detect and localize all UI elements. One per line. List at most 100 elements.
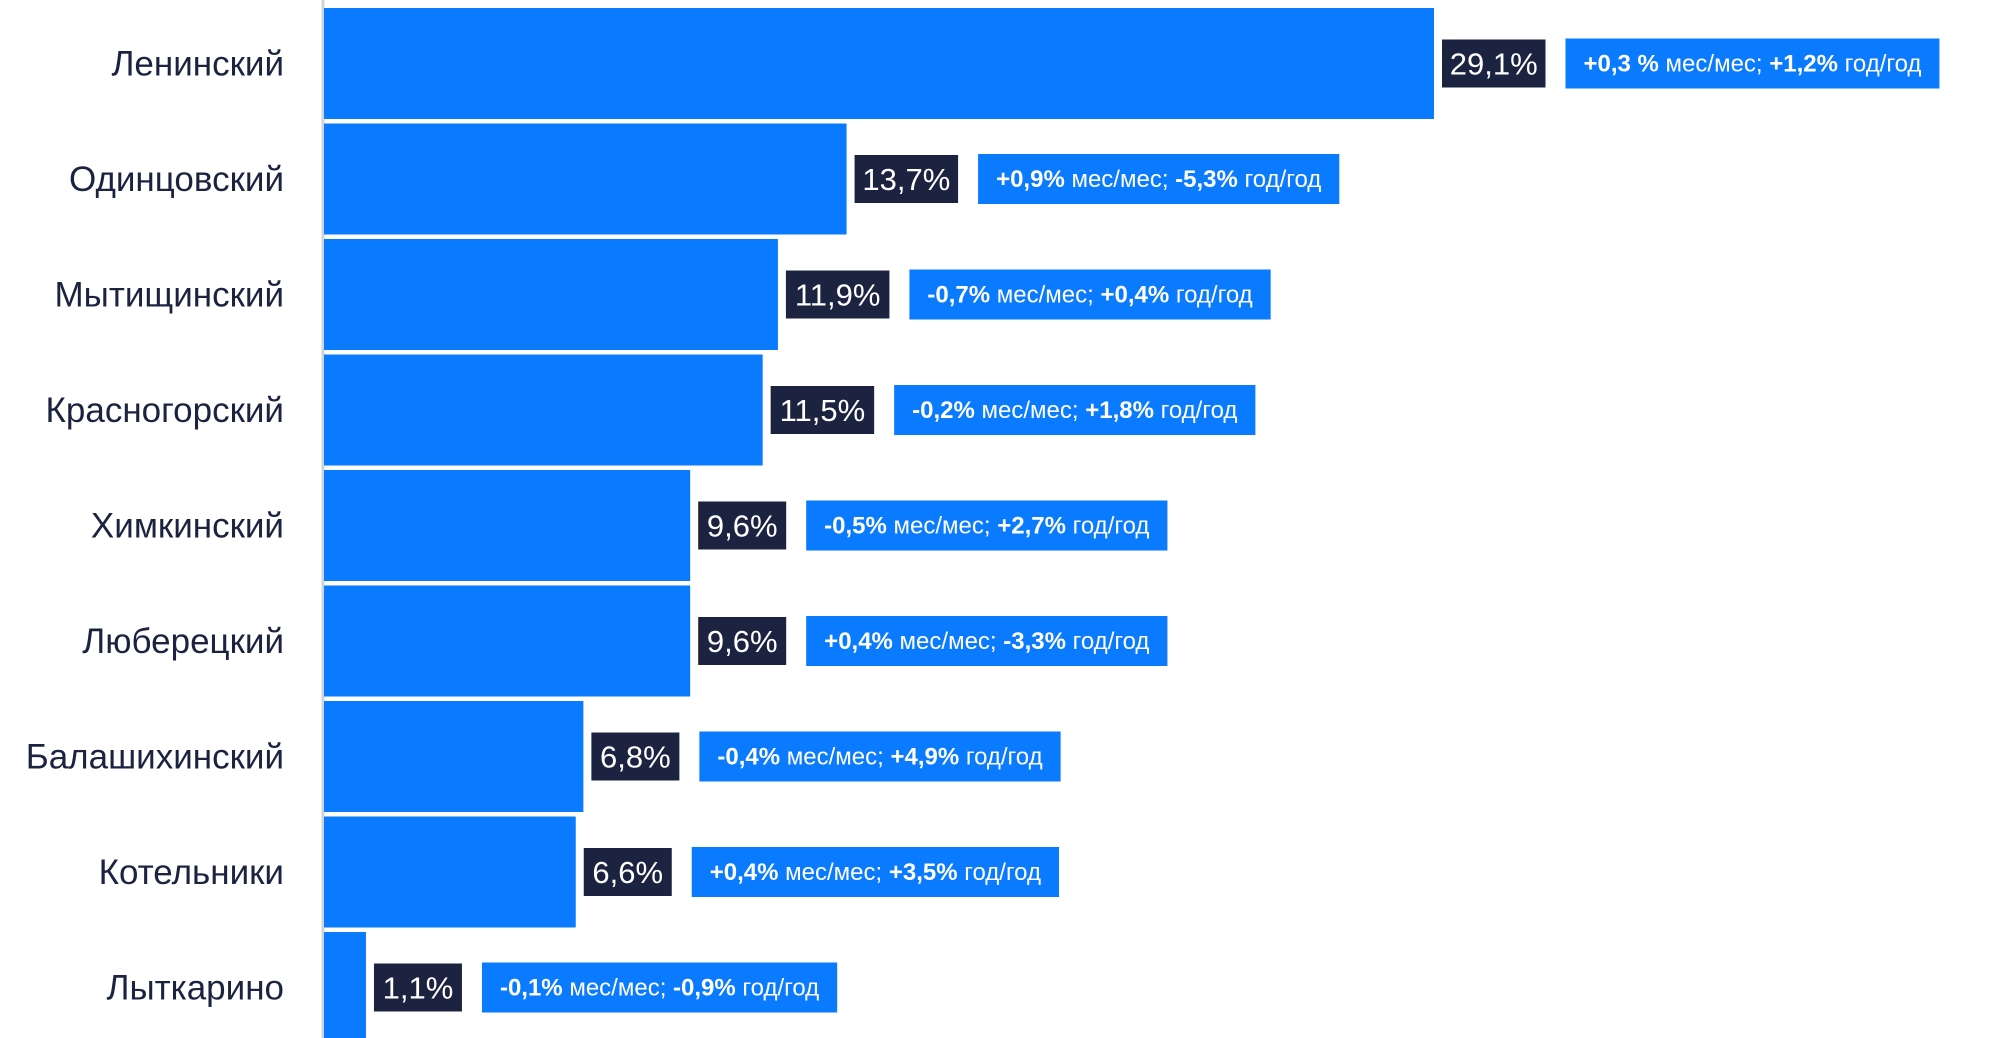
change-yoy: +1,2% xyxy=(1769,51,1838,78)
change-yoy: +1,8% xyxy=(1085,397,1154,424)
change-mom-unit: мес/мес; xyxy=(563,975,673,1002)
bar-row: Мытищинский 11,9% -0,7% мес/мес; +0,4% год… xyxy=(55,239,1271,350)
value-label: 29,1% xyxy=(1450,47,1538,82)
change-yoy-unit: год/год xyxy=(1169,282,1252,309)
change-yoy-unit: год/год xyxy=(1066,513,1149,540)
bar-row: Котельники 6,6% +0,4% мес/мес; +3,5% год/г… xyxy=(99,816,1060,928)
bar-row: Химкинский 9,6% -0,5% мес/мес; +2,7% год/г… xyxy=(91,470,1168,581)
change-mom-unit: мес/мес; xyxy=(975,397,1085,424)
change-mom: -0,4% xyxy=(717,744,780,771)
bar-row: Красногорский 11,5% -0,2% мес/мес; +1,8% г… xyxy=(46,354,1256,466)
change-yoy-unit: год/год xyxy=(1238,166,1321,193)
category-label: Ленинский xyxy=(111,45,284,84)
change-annotation-box xyxy=(699,731,1061,782)
category-label: Люберецкий xyxy=(82,622,284,661)
category-label: Одинцовский xyxy=(69,160,284,199)
value-label-box xyxy=(583,848,672,896)
change-mom-unit: мес/мес; xyxy=(893,628,1003,655)
change-annotation: -0,4% мес/мес; +4,9% год/год xyxy=(717,744,1042,771)
category-label: Лыткарино xyxy=(106,969,284,1008)
value-label-box xyxy=(1442,39,1546,88)
change-yoy: -0,9% xyxy=(673,975,736,1002)
change-annotation: +0,9% мес/мес; -5,3% год/год xyxy=(996,166,1321,193)
change-mom: +0,4% xyxy=(710,859,779,886)
value-label-box xyxy=(698,501,787,550)
change-mom: +0,9% xyxy=(996,166,1065,193)
change-annotation-box xyxy=(894,385,1256,435)
change-mom-unit: мес/мес; xyxy=(1659,51,1769,78)
change-yoy: +4,9% xyxy=(890,744,959,771)
change-annotation: +0,3 % мес/мес; +1,2% год/год xyxy=(1584,51,1922,78)
change-yoy-unit: год/год xyxy=(1066,628,1149,655)
value-label: 11,5% xyxy=(780,393,866,428)
value-label: 1,1% xyxy=(383,971,454,1006)
change-mom: +0,4% xyxy=(824,628,893,655)
category-label: Красногорский xyxy=(46,391,284,430)
bar-row: Балашихинский 6,8% -0,4% мес/мес; +4,9% го… xyxy=(26,701,1061,812)
bar xyxy=(324,932,366,1038)
change-annotation: -0,5% мес/мес; +2,7% год/год xyxy=(824,513,1149,540)
value-label: 9,6% xyxy=(707,624,778,659)
category-label: Балашихинский xyxy=(26,738,284,777)
bar-row: Лыткарино 1,1% -0,1% мес/мес; -0,9% год/го… xyxy=(106,932,838,1038)
bar xyxy=(324,239,778,350)
value-label-box xyxy=(591,732,680,781)
value-label: 6,8% xyxy=(600,740,671,775)
value-label: 9,6% xyxy=(707,509,778,544)
value-label-box xyxy=(785,270,890,319)
change-annotation-box xyxy=(978,154,1340,204)
change-yoy: -3,3% xyxy=(1003,628,1066,655)
change-annotation-box xyxy=(806,500,1168,551)
bar-row: Одинцовский 13,7% +0,9% мес/мес; -5,3% год… xyxy=(69,123,1340,235)
change-yoy-unit: год/год xyxy=(1154,397,1237,424)
value-label-box xyxy=(373,963,462,1012)
value-label-box xyxy=(770,386,875,434)
change-yoy: +3,5% xyxy=(889,859,958,886)
change-annotation: -0,2% мес/мес; +1,8% год/год xyxy=(912,397,1237,424)
change-mom: -0,2% xyxy=(912,397,975,424)
change-mom-unit: мес/мес; xyxy=(778,859,888,886)
change-mom: -0,1% xyxy=(500,975,563,1002)
change-mom-unit: мес/мес; xyxy=(887,513,997,540)
change-mom-unit: мес/мес; xyxy=(1065,166,1175,193)
bar xyxy=(324,354,763,466)
bar-row: Ленинский 29,1% +0,3 % мес/мес; +1,2% год/… xyxy=(111,8,1940,119)
change-yoy: -5,3% xyxy=(1175,166,1238,193)
change-mom: -0,5% xyxy=(824,513,887,540)
bar xyxy=(324,123,847,235)
value-label: 11,9% xyxy=(795,278,881,313)
bar xyxy=(324,701,584,812)
change-annotation: +0,4% мес/мес; -3,3% год/год xyxy=(824,628,1149,655)
chart-rows: Ленинский 29,1% +0,3 % мес/мес; +1,2% год/… xyxy=(26,8,1940,1038)
value-label: 6,6% xyxy=(592,855,663,890)
change-yoy: +0,4% xyxy=(1100,282,1169,309)
change-annotation-box xyxy=(806,616,1168,666)
change-yoy-unit: год/год xyxy=(1838,51,1921,78)
value-label: 13,7% xyxy=(862,162,950,197)
change-mom-unit: мес/мес; xyxy=(990,282,1100,309)
change-annotation-box xyxy=(481,962,838,1013)
change-yoy-unit: год/год xyxy=(959,744,1042,771)
change-annotation: -0,1% мес/мес; -0,9% год/год xyxy=(500,975,819,1002)
change-annotation: -0,7% мес/мес; +0,4% год/год xyxy=(927,282,1252,309)
bar xyxy=(324,585,691,697)
bar xyxy=(324,470,691,581)
change-mom: -0,7% xyxy=(927,282,990,309)
change-yoy-unit: год/год xyxy=(736,975,819,1002)
change-yoy-unit: год/год xyxy=(958,859,1041,886)
change-annotation-box xyxy=(1565,38,1940,89)
change-mom-unit: мес/мес; xyxy=(780,744,890,771)
change-annotation-box xyxy=(691,847,1060,897)
bar xyxy=(324,8,1434,119)
bar-row: Люберецкий 9,6% +0,4% мес/мес; -3,3% год/г… xyxy=(82,585,1168,697)
change-yoy: +2,7% xyxy=(997,513,1066,540)
change-mom: +0,3 % xyxy=(1584,51,1659,78)
value-label-box xyxy=(854,155,959,203)
category-label: Химкинский xyxy=(91,507,284,546)
value-label-box xyxy=(698,617,787,665)
change-annotation-box xyxy=(909,269,1271,320)
bar xyxy=(324,816,576,928)
change-annotation: +0,4% мес/мес; +3,5% год/год xyxy=(710,859,1041,886)
category-label: Мытищинский xyxy=(55,276,284,315)
